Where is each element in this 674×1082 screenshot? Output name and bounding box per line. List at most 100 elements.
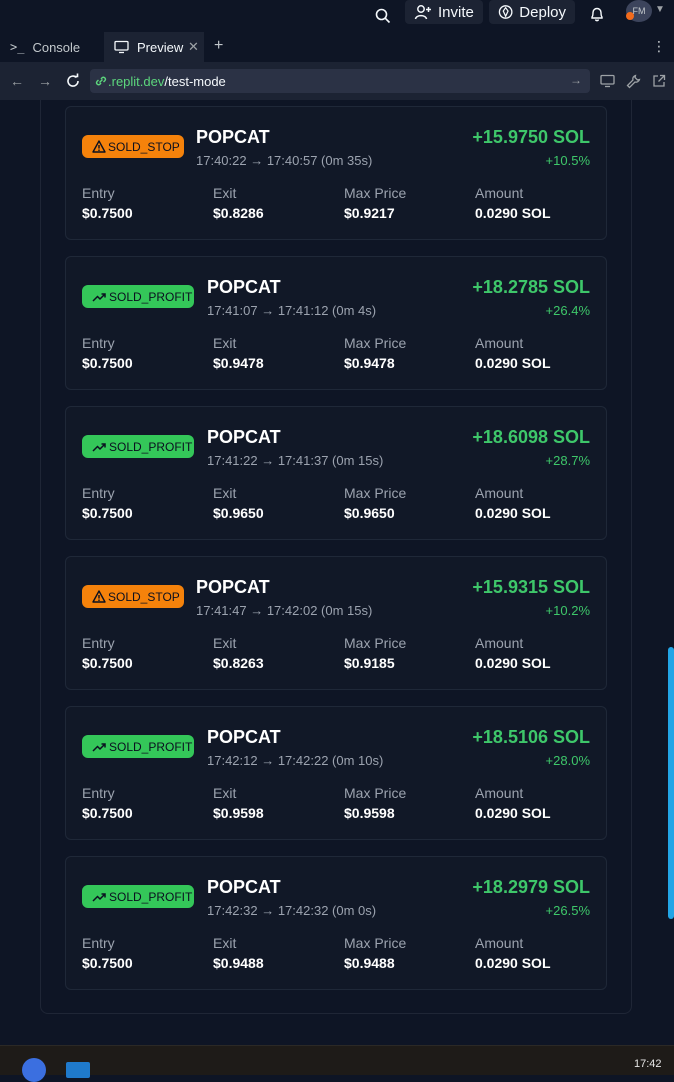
stat-value-exit: $0.9598 <box>213 805 264 821</box>
status-badge-label: SOLD_PROFIT <box>109 289 193 304</box>
stat-label-entry: Entry <box>82 785 115 801</box>
deploy-label: Deploy <box>519 3 566 21</box>
stat-label-exit: Exit <box>213 785 237 801</box>
tab-preview[interactable]: Preview <box>104 32 204 62</box>
scrollbar-thumb[interactable] <box>668 647 674 919</box>
stat-value-exit: $0.9650 <box>213 505 264 521</box>
monitor-icon <box>114 40 129 54</box>
trending-up-icon <box>92 742 107 752</box>
add-tab-icon[interactable]: + <box>214 37 224 54</box>
stat-value-amount: 0.0290 SOL <box>475 505 551 521</box>
stat-label-amount: Amount <box>475 485 524 501</box>
stat-label-exit: Exit <box>213 185 237 201</box>
status-badge-label: SOLD_STOP <box>108 139 180 154</box>
stat-label-max-price: Max Price <box>344 935 407 951</box>
pane-tabs: >_ Console Preview ✕ + ⋮ <box>0 32 674 62</box>
app-icon[interactable] <box>66 1062 90 1078</box>
url-input[interactable]: .replit.dev/test-mode → <box>90 69 590 93</box>
trade-card: SOLD_STOP POPCAT 17:40:22 → 17:40:57 (0m … <box>65 106 607 240</box>
url-host: .replit.dev <box>108 73 165 89</box>
status-badge-label: SOLD_PROFIT <box>109 889 193 904</box>
stat-value-amount: 0.0290 SOL <box>475 805 551 821</box>
back-arrow-icon[interactable]: ← <box>10 73 24 89</box>
wrench-icon[interactable] <box>624 72 642 90</box>
more-options-icon[interactable]: ⋮ <box>652 38 666 54</box>
trade-card: SOLD_PROFIT POPCAT 17:41:22 → 17:41:37 (0… <box>65 406 607 540</box>
stat-value-max-price: $0.9185 <box>344 655 395 671</box>
trade-pnl-percent: +26.5% <box>545 903 590 918</box>
devices-icon[interactable] <box>598 72 616 90</box>
avatar-status-dot <box>626 12 634 20</box>
avatar-initials: FM <box>632 6 646 16</box>
trade-pnl: +18.2979 SOL <box>472 877 590 897</box>
preview-toolbar: ← → .replit.dev/test-mode → <box>0 62 674 100</box>
stat-value-max-price: $0.9478 <box>344 355 395 371</box>
warning-icon <box>92 590 106 603</box>
invite-label: Invite <box>438 3 474 21</box>
link-icon <box>95 76 107 86</box>
close-tab-icon[interactable]: ✕ <box>188 39 199 54</box>
status-badge: SOLD_PROFIT <box>82 885 194 908</box>
system-clock: 17:42 <box>634 1058 662 1070</box>
workspace-header: Invite Deploy FM ▼ <box>0 0 674 32</box>
trade-pnl-percent: +10.2% <box>545 603 590 618</box>
url-path: /test-mode <box>164 73 226 89</box>
trade-pnl-percent: +26.4% <box>545 303 590 318</box>
stat-label-max-price: Max Price <box>344 485 407 501</box>
stat-label-max-price: Max Price <box>344 635 407 651</box>
stat-label-amount: Amount <box>475 785 524 801</box>
stat-value-amount: 0.0290 SOL <box>475 655 551 671</box>
status-badge: SOLD_STOP <box>82 135 184 158</box>
stat-label-entry: Entry <box>82 635 115 651</box>
status-badge: SOLD_PROFIT <box>82 285 194 308</box>
token-name: POPCAT <box>207 727 281 747</box>
stat-label-amount: Amount <box>475 935 524 951</box>
stat-value-entry: $0.7500 <box>82 655 133 671</box>
stat-value-max-price: $0.9598 <box>344 805 395 821</box>
external-link-icon[interactable] <box>650 72 668 90</box>
stat-value-exit: $0.9478 <box>213 355 264 371</box>
trade-pnl: +18.5106 SOL <box>472 727 590 747</box>
status-badge: SOLD_PROFIT <box>82 735 194 758</box>
trade-pnl-percent: +28.0% <box>545 753 590 768</box>
status-badge: SOLD_PROFIT <box>82 435 194 458</box>
trending-up-icon <box>92 442 107 452</box>
terminal-icon: >_ <box>10 40 25 54</box>
os-taskbar: 17:42 <box>0 1045 674 1082</box>
deploy-button[interactable]: Deploy <box>489 0 575 24</box>
forward-arrow-icon[interactable]: → <box>38 73 52 89</box>
stat-label-exit: Exit <box>213 335 237 351</box>
tab-console-label: Console <box>32 39 81 55</box>
trade-time-range: 17:42:12 → 17:42:22 (0m 10s) <box>207 753 384 768</box>
deploy-icon <box>498 5 513 19</box>
status-badge-label: SOLD_STOP <box>108 589 180 604</box>
stat-label-amount: Amount <box>475 635 524 651</box>
trade-time-range: 17:42:32 → 17:42:32 (0m 0s) <box>207 903 377 918</box>
trade-card: SOLD_STOP POPCAT 17:41:47 → 17:42:02 (0m … <box>65 556 607 690</box>
trade-time-range: 17:40:22 → 17:40:57 (0m 35s) <box>196 153 373 168</box>
stat-label-max-price: Max Price <box>344 785 407 801</box>
invite-button[interactable]: Invite <box>405 0 483 24</box>
reload-icon[interactable] <box>64 72 82 90</box>
trade-pnl: +15.9750 SOL <box>472 127 590 147</box>
stat-value-max-price: $0.9650 <box>344 505 395 521</box>
stat-value-exit: $0.8286 <box>213 205 264 221</box>
chevron-down-icon[interactable]: ▼ <box>655 4 665 15</box>
token-name: POPCAT <box>196 577 270 597</box>
search-button[interactable] <box>370 5 396 27</box>
tab-console[interactable]: >_ Console <box>0 32 102 62</box>
stat-label-max-price: Max Price <box>344 185 407 201</box>
trade-card: SOLD_PROFIT POPCAT 17:42:32 → 17:42:32 (0… <box>65 856 607 990</box>
trade-time-range: 17:41:07 → 17:41:12 (0m 4s) <box>207 303 377 318</box>
notifications-button[interactable] <box>586 3 608 25</box>
stat-value-entry: $0.7500 <box>82 955 133 971</box>
stat-value-amount: 0.0290 SOL <box>475 205 551 221</box>
browser-app-icon[interactable] <box>22 1058 46 1082</box>
go-arrow-icon[interactable]: → <box>570 73 582 87</box>
token-name: POPCAT <box>196 127 270 147</box>
trending-up-icon <box>92 892 107 902</box>
stat-value-entry: $0.7500 <box>82 805 133 821</box>
stat-value-exit: $0.9488 <box>213 955 264 971</box>
stat-label-max-price: Max Price <box>344 335 407 351</box>
tab-preview-label: Preview <box>137 39 184 55</box>
